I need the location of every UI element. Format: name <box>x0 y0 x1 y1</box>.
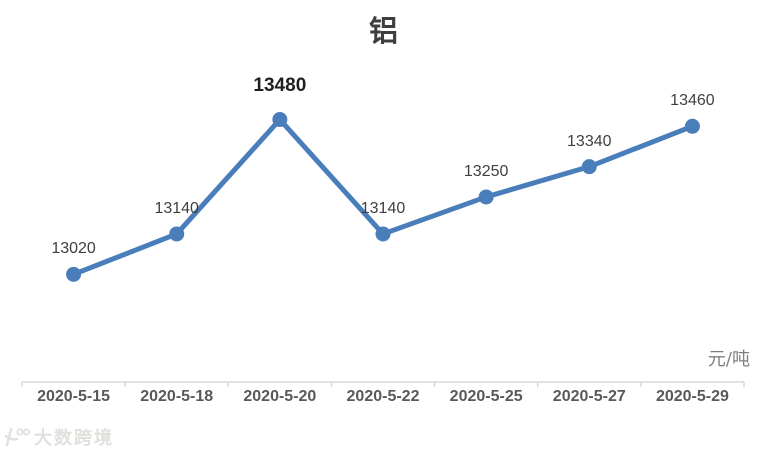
data-point-marker <box>581 159 597 175</box>
data-point-marker <box>684 118 700 134</box>
x-axis-label: 2020-5-25 <box>449 388 523 405</box>
data-point-marker <box>272 112 288 128</box>
data-point-marker <box>169 226 185 242</box>
data-point-marker <box>66 266 82 282</box>
x-axis-label: 2020-5-27 <box>552 388 626 405</box>
x-axis-label: 2020-5-18 <box>140 388 214 405</box>
data-label: 13340 <box>567 132 612 150</box>
data-point-marker <box>375 226 391 242</box>
x-axis-label: 2020-5-15 <box>37 388 111 405</box>
data-label: 13460 <box>670 92 715 110</box>
unit-label: 元/吨 <box>707 349 750 370</box>
data-label: 13020 <box>51 240 96 258</box>
x-axis-label: 2020-5-29 <box>655 388 729 405</box>
chart-title: 铝 <box>368 14 399 48</box>
watermark-logo-icon <box>4 427 30 447</box>
data-label: 13140 <box>154 199 199 217</box>
data-label: 13250 <box>463 162 509 180</box>
data-point-marker <box>478 189 494 205</box>
data-label: 13480 <box>253 74 307 96</box>
watermark: 大数跨境 <box>4 424 114 450</box>
watermark-text: 大数跨境 <box>34 428 114 448</box>
x-axis-label: 2020-5-22 <box>346 388 420 405</box>
x-axis-label: 2020-5-20 <box>243 388 317 405</box>
data-label: 13140 <box>360 199 406 217</box>
